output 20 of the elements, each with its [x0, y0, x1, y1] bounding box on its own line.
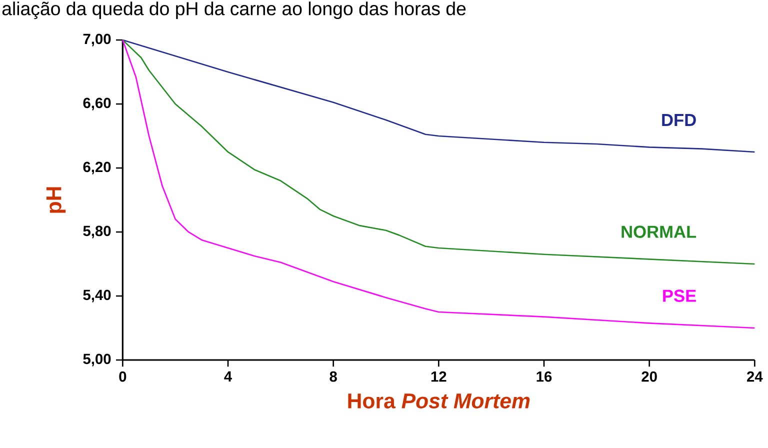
series-label: NORMAL	[622, 226, 696, 238]
x-tick-label: 12	[431, 371, 446, 382]
x-tick-label: 24	[747, 371, 763, 382]
y-tick-label: 5,40	[83, 290, 111, 302]
y-tick-label: 6,20	[83, 162, 111, 174]
series-label: PSE	[663, 290, 696, 302]
series-label: DFD	[662, 114, 696, 126]
x-axis-title: Hora Post Mortem	[348, 394, 530, 408]
x-tick-label: 16	[536, 371, 552, 382]
y-tick-label: 6,60	[83, 98, 111, 110]
x-tick-label: 4	[224, 371, 232, 382]
x-tick-label: 20	[642, 371, 657, 382]
line-series	[122, 39, 756, 329]
y-tick-label: 5,00	[83, 354, 111, 366]
x-tick-label: 8	[330, 371, 337, 382]
x-tick-label: 0	[119, 371, 126, 382]
y-tick-label: 7,00	[83, 34, 111, 46]
chart-title: aliação da queda do pH da carne ao longo das horas de	[2, 2, 466, 20]
y-tick-label: 5,80	[83, 226, 111, 238]
y-axis-title: pH	[46, 187, 66, 213]
